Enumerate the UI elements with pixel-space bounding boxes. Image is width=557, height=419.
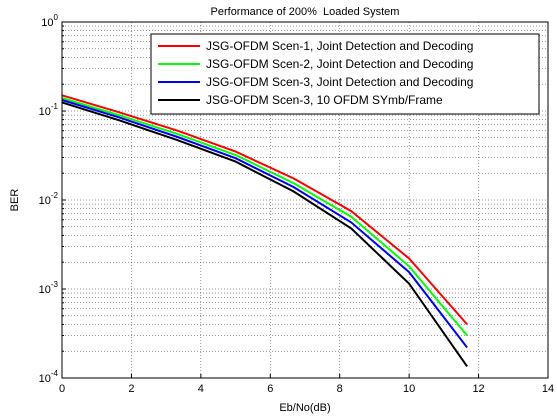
- y-tick-label: 10-4: [39, 369, 59, 385]
- legend-label-3: JSG-OFDM Scen-3, Joint Detection and Dec…: [206, 75, 473, 89]
- legend-label-1: JSG-OFDM Scen-1, Joint Detection and Dec…: [206, 39, 473, 53]
- legend-box: [150, 33, 540, 115]
- x-tick-label: 10: [403, 383, 415, 395]
- chart-title: Performance of 200% Loaded System: [211, 6, 400, 18]
- series-line-2: [61, 97, 468, 337]
- axis-ticks: 0 2 4 6 8 10 12 14 100 10-1 10-2 10-3 10-4: [39, 13, 555, 395]
- grid: [61, 22, 549, 379]
- y-tick-label: 100: [41, 13, 58, 29]
- x-axis-label: Eb/No(dB): [279, 402, 330, 414]
- x-tick-label: 6: [267, 383, 273, 395]
- y-tick-label: 10-2: [39, 191, 59, 207]
- y-tick-label: 10-3: [39, 280, 59, 296]
- y-axis-label: BER: [9, 189, 21, 212]
- x-tick-label: 2: [128, 383, 134, 395]
- x-tick-label: 8: [337, 383, 343, 395]
- x-tick-label: 14: [542, 383, 554, 395]
- series-line-4: [61, 101, 468, 367]
- x-tick-label: 4: [198, 383, 204, 395]
- series-line-3: [61, 99, 468, 349]
- legend-label-2: JSG-OFDM Scen-2, Joint Detection and Dec…: [206, 57, 473, 71]
- legend: JSG-OFDM Scen-1, Joint Detection and Dec…: [150, 33, 540, 115]
- legend-label-4: JSG-OFDM Scen-3, 10 OFDM SYmb/Frame: [206, 93, 443, 107]
- y-tick-label: 10-1: [39, 102, 59, 118]
- series-lines: [61, 94, 468, 367]
- x-tick-label: 0: [59, 383, 65, 395]
- x-tick-label: 12: [472, 383, 484, 395]
- series-line-1: [61, 94, 468, 326]
